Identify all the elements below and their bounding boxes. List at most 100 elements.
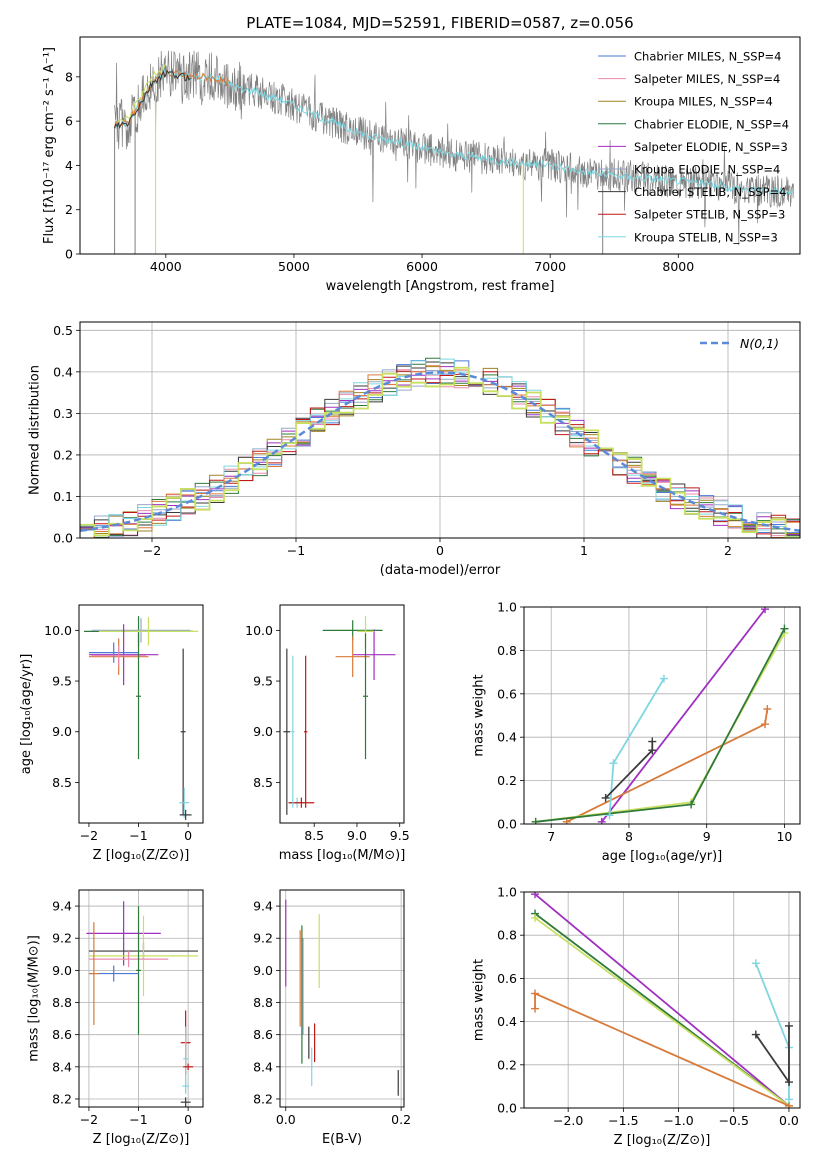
y-tick-label: 0 <box>65 247 73 262</box>
y-tick-label: 9.0 <box>253 724 273 739</box>
point-marker <box>751 1030 760 1039</box>
point-marker <box>531 989 540 998</box>
series-line <box>535 632 786 823</box>
legend-label: Kroupa MILES, N_SSP=4 <box>634 95 773 109</box>
series-line <box>534 917 790 1107</box>
plot-area <box>283 616 396 815</box>
y-tick-label: 9.5 <box>52 674 72 689</box>
point-marker <box>761 607 770 614</box>
panel-mass-vs-Z: −2 −1 0 8.2 8.4 8.6 8.8 9.0 9.2 9.4 Z [log₁₀(Z/Z⊙)… <box>26 889 204 1147</box>
series-line <box>755 962 790 1100</box>
legend-label: Chabrier STELIB, N_SSP=4 <box>634 185 786 199</box>
x-tick-label: −1 <box>129 1112 147 1127</box>
residual-histogram <box>80 365 800 538</box>
y-tick-label: 8.8 <box>52 995 72 1010</box>
legend-label: Salpeter ELODIE, N_SSP=3 <box>634 140 788 154</box>
y-tick-label: 0.5 <box>53 323 73 338</box>
x-tick-label: 6000 <box>406 259 438 274</box>
x-tick-label: 8 <box>625 829 633 844</box>
y-tick-label: 8.5 <box>52 775 72 790</box>
x-tick-label: 0 <box>436 543 444 558</box>
axes-frame <box>78 889 204 1108</box>
point-marker <box>609 759 618 768</box>
x-tick-label: 9.5 <box>390 828 410 843</box>
legend-label: Kroupa ELODIE, N_SSP=4 <box>634 163 780 177</box>
x-tick-label: −1 <box>287 543 305 558</box>
y-tick-label: 10.0 <box>245 623 273 638</box>
y-tick-label: 0.4 <box>497 730 517 745</box>
y-tick-label: 9.0 <box>253 963 273 978</box>
y-tick-label: 8.4 <box>253 1059 273 1074</box>
y-tick-label: 0.3 <box>53 406 73 421</box>
legend-label: Chabrier MILES, N_SSP=4 <box>634 50 781 64</box>
axes-frame <box>279 889 405 1108</box>
y-tick-label: 9.2 <box>52 931 72 946</box>
x-tick-label: −2 <box>143 543 161 558</box>
panel-residuals: −2 −1 0 1 2 0.0 0.1 0.2 0.3 0.4 0.5 (data-model)/er… <box>27 321 801 578</box>
x-tick-label: 9.0 <box>347 828 367 843</box>
axes-frame <box>78 604 204 824</box>
y-tick-label: 0.0 <box>53 531 73 546</box>
point-marker <box>531 817 540 824</box>
plot-area <box>86 901 199 1107</box>
y-tick-label: 6 <box>65 114 73 129</box>
y-axis-label: Flux [fλ10⁻¹⁷ erg cm⁻² s⁻¹ A⁻¹] <box>42 47 57 244</box>
y-tick-label: 8.2 <box>253 1091 273 1106</box>
x-axis-label: Z [log₁₀(Z/Z⊙)] <box>614 1133 711 1148</box>
legend-label: Chabrier ELODIE, N_SSP=4 <box>634 117 789 131</box>
y-tick-label: 0.2 <box>497 773 517 788</box>
x-tick-label: 0.0 <box>779 1113 799 1128</box>
x-tick-label: −1.5 <box>608 1113 638 1128</box>
point-marker <box>784 1021 793 1030</box>
y-tick-label: 0.8 <box>497 643 517 658</box>
x-tick-label: 4000 <box>150 259 182 274</box>
x-axis-label: E(B-V) <box>322 1132 362 1147</box>
point-marker <box>780 624 789 633</box>
y-tick-label: 0.6 <box>497 971 517 986</box>
point-marker <box>659 674 668 683</box>
x-tick-label: 0 <box>184 828 192 843</box>
x-tick-label: −2 <box>80 1112 98 1127</box>
y-axis-label: mass weight <box>471 674 486 756</box>
x-axis-label: (data-model)/error <box>380 563 501 578</box>
point-marker <box>531 892 540 899</box>
panel-mass-vs-EBV: 0.0 0.2 8.2 8.4 8.6 8.8 9.0 9.2 9.4 E(B-V) <box>253 889 411 1147</box>
y-tick-label: 0.8 <box>497 928 517 943</box>
y-axis-label: age [log₁₀(age/yr)] <box>19 654 34 775</box>
point-marker <box>597 817 606 824</box>
x-tick-label: 7000 <box>534 259 566 274</box>
axes-frame <box>523 606 801 825</box>
x-tick-label: 9 <box>703 829 711 844</box>
x-axis-label: Z [log₁₀(Z/Z⊙)] <box>93 848 190 863</box>
point-marker <box>601 793 610 802</box>
legend: Chabrier MILES, N_SSP=4 Salpeter MILES, N… <box>598 50 789 244</box>
point-marker <box>784 1095 793 1104</box>
y-tick-label: 8.2 <box>52 1091 72 1106</box>
y-tick-label: 1.0 <box>497 600 517 615</box>
y-tick-label: 9.2 <box>253 931 273 946</box>
y-tick-label: 2 <box>65 202 73 217</box>
y-axis-label: mass weight <box>471 959 486 1041</box>
panel-age-vs-mass: 8.5 9.0 9.5 8.5 9.0 9.5 10.0 mass [log₁₀(M/M⊙)] <box>245 604 410 863</box>
y-tick-label: 8.6 <box>52 1027 72 1042</box>
x-tick-label: −2 <box>80 828 98 843</box>
point-marker <box>784 1078 793 1087</box>
y-tick-label: 10.0 <box>44 623 72 638</box>
x-tick-label: 0.0 <box>276 1112 296 1127</box>
plot-area <box>531 892 793 1108</box>
y-axis-label: mass [log₁₀(M/M⊙)] <box>26 935 41 1062</box>
panel-spectrum: 4000 5000 6000 7000 8000 0 2 4 6 8 wavelength [Ang… <box>42 36 801 294</box>
y-tick-label: 9.4 <box>253 899 273 914</box>
residual-histogram <box>80 370 800 538</box>
point-marker <box>648 737 657 746</box>
plot-area <box>285 899 399 1096</box>
x-tick-label: 7 <box>547 829 555 844</box>
axes-frame <box>79 36 801 255</box>
y-tick-label: 0.6 <box>497 686 517 701</box>
y-tick-label: 0.2 <box>497 1057 517 1072</box>
y-tick-label: 4 <box>65 158 73 173</box>
axes-frame <box>523 891 801 1109</box>
point-marker <box>687 800 696 809</box>
